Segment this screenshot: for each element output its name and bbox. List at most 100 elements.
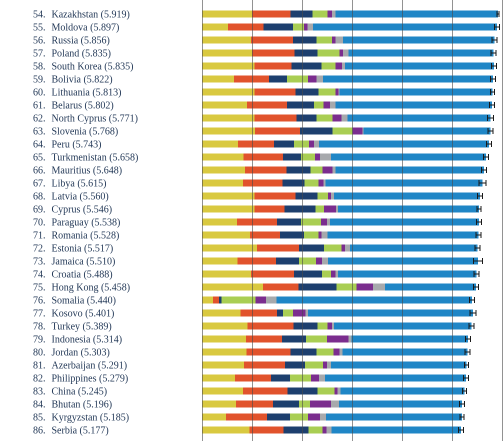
error-bar [463, 375, 469, 381]
chart-row [202, 62, 494, 70]
bar-segment [332, 114, 342, 122]
rank-label: 59. [33, 75, 46, 86]
rank-label: 72. [33, 244, 46, 255]
country-label: Indonesia [52, 335, 93, 346]
bar-segment [326, 413, 462, 421]
bar-segment [226, 413, 267, 421]
error-bar [483, 154, 489, 160]
country-label: China [52, 387, 78, 398]
country-label: Mauritius [52, 166, 93, 177]
bar-segment [202, 140, 238, 148]
country-label: South Korea [52, 62, 105, 73]
error-bar [469, 310, 477, 316]
bar-segment [363, 127, 491, 135]
bar-segment [334, 192, 480, 200]
bar-segment [202, 205, 255, 213]
bar-segment [304, 179, 319, 187]
bar-segment [322, 270, 331, 278]
bar-segment [213, 296, 219, 304]
row-label: 86. Serbia (5.177) [33, 426, 109, 437]
bar-segment [287, 75, 308, 83]
chart-row [202, 166, 484, 174]
bar-segment [280, 231, 304, 239]
score-label: (5.538) [91, 218, 120, 229]
row-label: 85. Kyrgyzstan (5.185) [33, 413, 129, 424]
bar-segment [342, 62, 345, 70]
bar-segment [290, 413, 308, 421]
bar-segment [293, 322, 318, 330]
error-bar [487, 128, 494, 134]
error-bar [491, 63, 497, 69]
country-label: Paraguay [52, 218, 92, 229]
rank-label: 64. [33, 140, 46, 151]
bar-segment [247, 322, 294, 330]
bar-segment [318, 88, 336, 96]
error-bar [476, 219, 482, 225]
bar-segment [202, 270, 251, 278]
bar-segment [238, 140, 274, 148]
bar-segment [335, 10, 498, 18]
bar-segment [251, 36, 293, 44]
bar-segment [337, 387, 341, 395]
error-bar [489, 102, 495, 108]
score-label: (5.510) [86, 257, 115, 268]
bar-segment [237, 257, 276, 265]
bar-segment [202, 88, 255, 96]
chart-row [202, 140, 489, 148]
rank-label: 57. [33, 49, 46, 60]
bar-segment [331, 192, 334, 200]
score-label: (5.897) [90, 23, 119, 34]
error-bar [465, 336, 471, 342]
bar-segment [324, 205, 336, 213]
bar-segment [273, 400, 299, 408]
chart-row [202, 322, 472, 330]
bar-segment [324, 244, 342, 252]
rank-label: 82. [33, 374, 46, 385]
error-bar [486, 141, 492, 147]
rank-label: 63. [33, 127, 46, 138]
country-label: Hong Kong [52, 283, 101, 294]
rank-label: 55. [33, 23, 46, 34]
bar-segment [335, 36, 343, 44]
country-label: Cyprus [52, 205, 83, 216]
bar-segment [284, 205, 316, 213]
error-bar [458, 427, 464, 433]
bar-segment [269, 75, 287, 83]
score-label: (5.177) [80, 426, 109, 437]
bar-segment [319, 374, 325, 382]
bar-segment [202, 101, 247, 109]
score-label: (5.615) [77, 179, 106, 190]
bar-segment [202, 192, 255, 200]
error-bar [496, 11, 500, 17]
bar-segment [246, 335, 282, 343]
error-bar [464, 349, 471, 355]
rank-label: 81. [33, 361, 46, 372]
row-label: 59. Bolivia (5.822) [33, 75, 113, 86]
bar-segment [290, 348, 317, 356]
bar-segment [316, 36, 332, 44]
row-label: 61. Belarus (5.802) [33, 101, 114, 112]
bar-segment [293, 23, 304, 31]
chart-row [202, 244, 478, 252]
bar-segment [327, 322, 332, 330]
bar-segment [287, 101, 314, 109]
score-label: (5.401) [85, 309, 114, 320]
bar-segment [301, 218, 321, 226]
bar-segment [250, 231, 280, 239]
bar-segment [254, 114, 297, 122]
bar-segment [290, 10, 313, 18]
score-label: (5.440) [87, 296, 116, 307]
country-label: Kyrgyzstan [52, 413, 100, 424]
rank-label: 85. [33, 413, 46, 424]
bar-segment [347, 114, 491, 122]
country-label: Peru [52, 140, 73, 151]
score-label: (5.802) [85, 101, 114, 112]
bar-segment [323, 179, 326, 187]
row-label: 68. Latvia (5.560) [33, 192, 109, 203]
chart-row [202, 270, 477, 278]
chart-row [202, 413, 462, 421]
bar-segment [294, 270, 322, 278]
row-label: 71. Romania (5.528) [33, 231, 119, 242]
chart-row [202, 36, 495, 44]
